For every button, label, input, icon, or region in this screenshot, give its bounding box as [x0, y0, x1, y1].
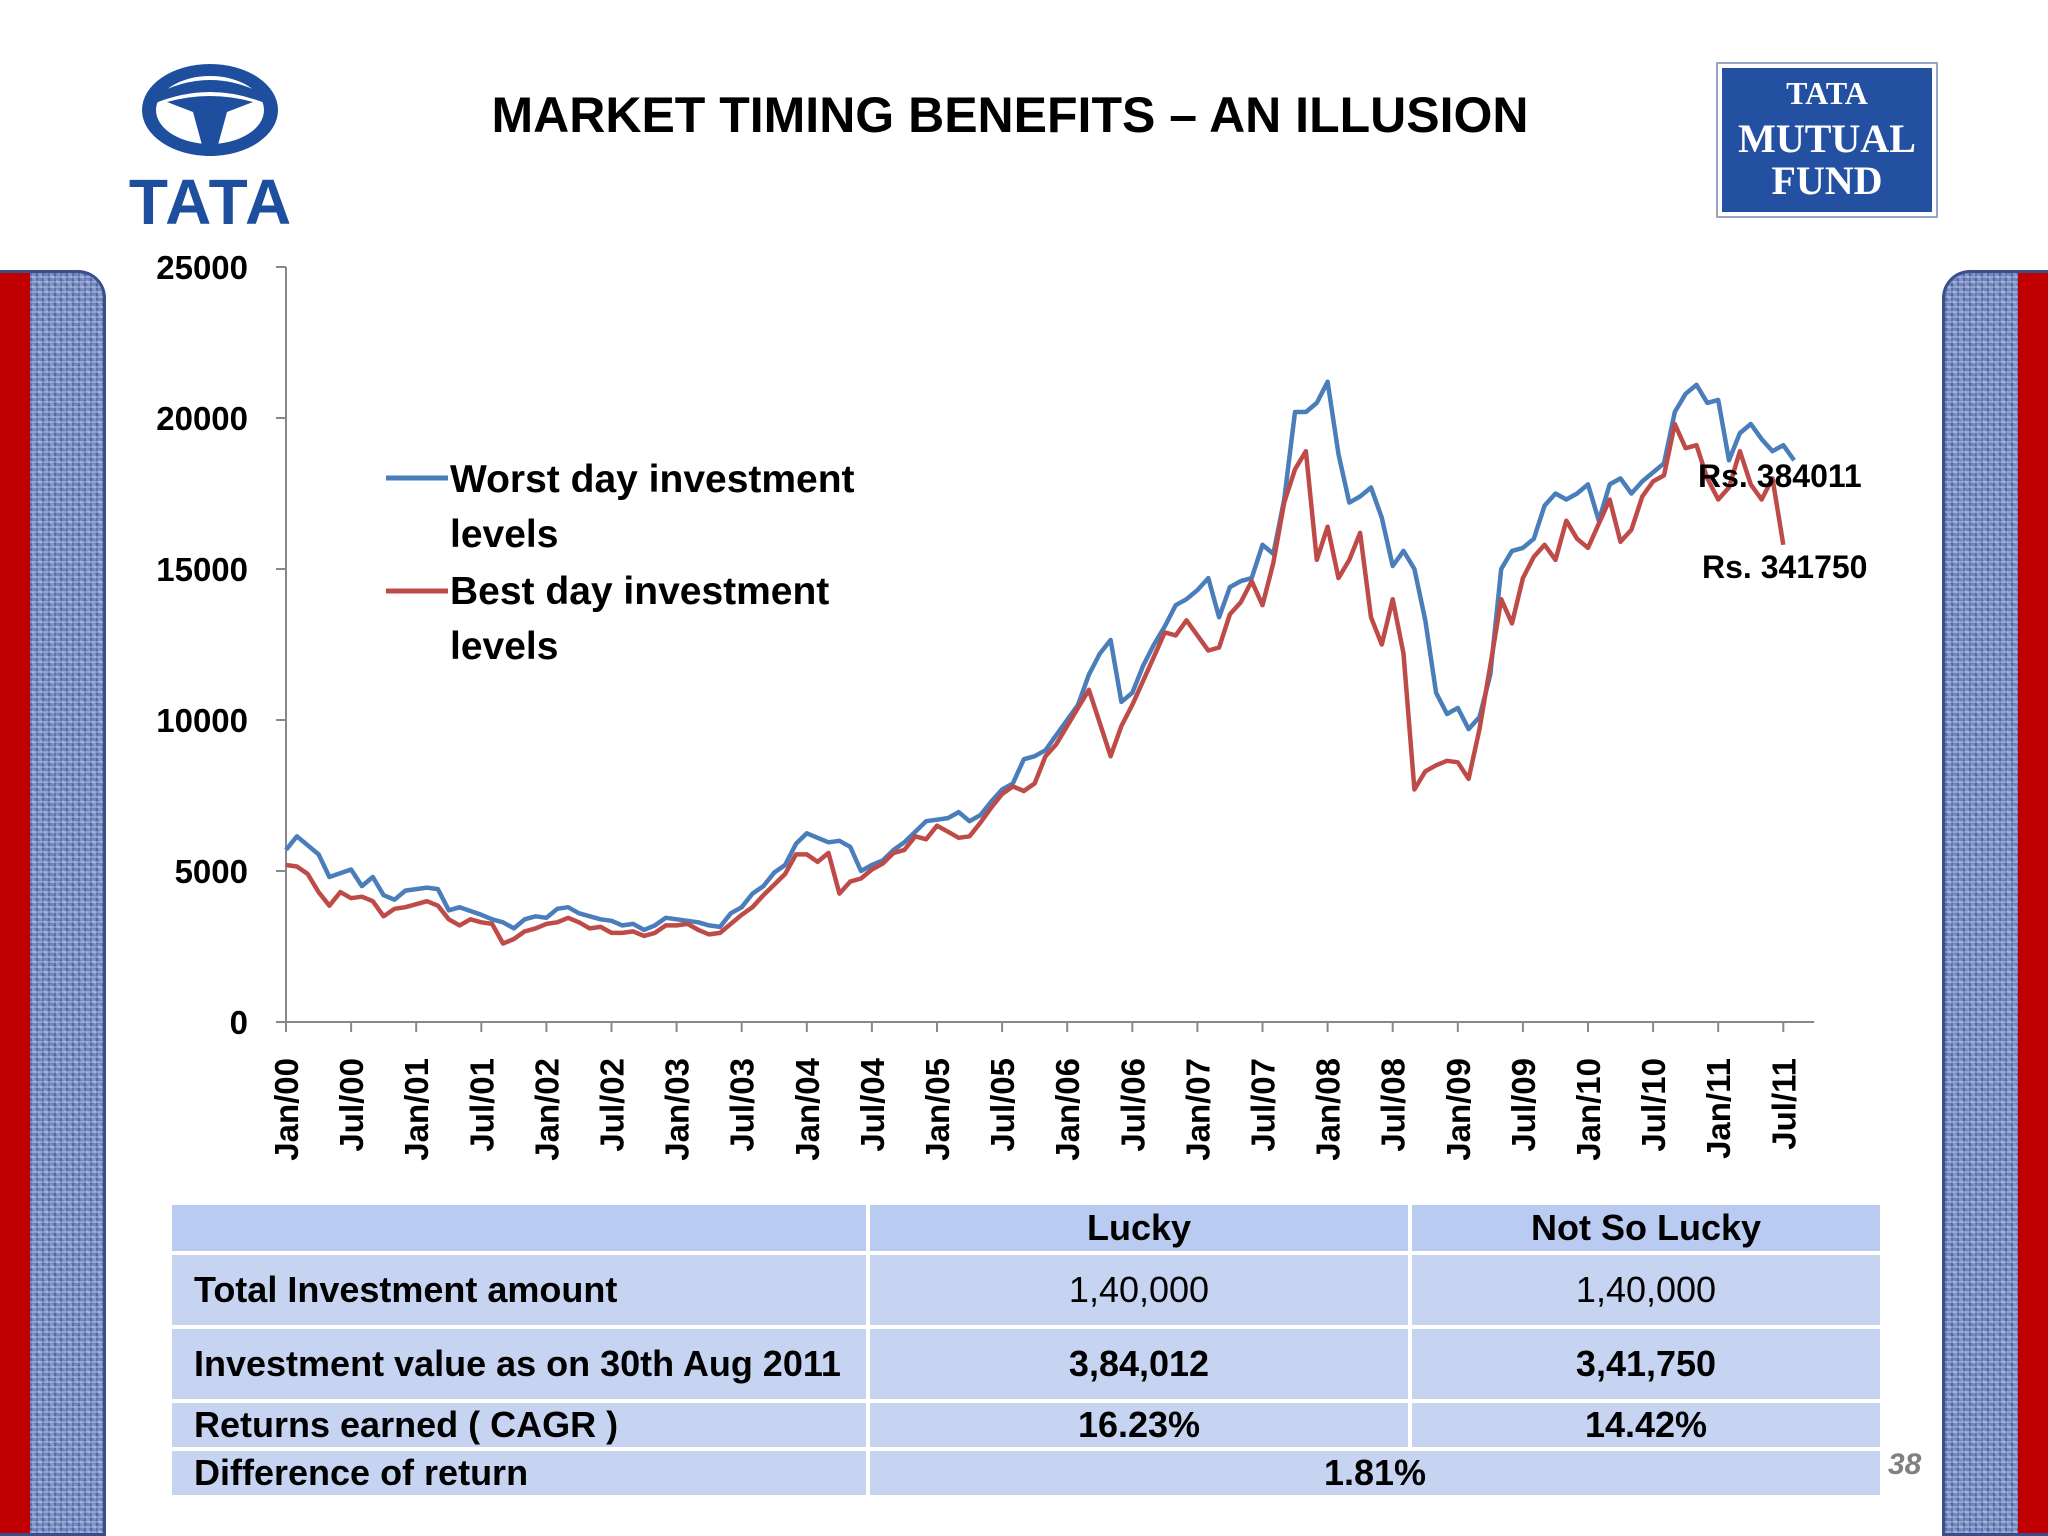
x-tick-label: Jul/02	[594, 1058, 631, 1152]
x-tick-label: Jan/00	[268, 1058, 305, 1161]
x-tick-label: Jan/08	[1310, 1058, 1347, 1161]
table-row: Investment value as on 30th Aug 2011 3,8…	[168, 1325, 1884, 1403]
x-tick-label: Jan/10	[1570, 1058, 1607, 1161]
row-label: Investment value as on 30th Aug 2011	[168, 1325, 870, 1403]
row-label: Returns earned ( CAGR )	[168, 1399, 870, 1451]
not-so-lucky-value: 14.42%	[1408, 1399, 1884, 1451]
table-row: Returns earned ( CAGR ) 16.23% 14.42%	[168, 1399, 1884, 1451]
x-tick-label: Jul/01	[463, 1058, 500, 1152]
series-line-worst-day	[284, 379, 1796, 933]
x-tick-label: Jan/11	[1700, 1058, 1737, 1159]
table-header-not-so-lucky: Not So Lucky	[1408, 1201, 1884, 1255]
legend-label-best-line1: Best day investment	[450, 570, 829, 613]
y-tick-label: 25000	[156, 249, 248, 286]
legend-label-best-line2: levels	[450, 625, 558, 668]
left-decorative-strip	[0, 270, 106, 1536]
not-so-lucky-value: 1,40,000	[1408, 1251, 1884, 1329]
x-tick-label: Jan/06	[1049, 1058, 1086, 1161]
series-line-best-day	[285, 421, 1786, 946]
annotation-worst-value: Rs. 384011	[1698, 458, 1862, 494]
right-red-bar	[2018, 273, 2048, 1533]
svg-text:FUND: FUND	[1771, 158, 1882, 203]
lucky-value: 16.23%	[866, 1399, 1412, 1451]
y-tick-label: 20000	[156, 400, 248, 437]
x-tick-label: Jan/07	[1179, 1058, 1216, 1161]
x-tick-label: Jul/10	[1635, 1058, 1672, 1152]
lucky-value: 1,40,000	[866, 1251, 1412, 1329]
slide-title: MARKET TIMING BENEFITS – AN ILLUSION	[491, 87, 1529, 143]
y-tick-label: 5000	[175, 853, 248, 890]
x-tick-label: Jan/01	[398, 1058, 435, 1161]
svg-text:TATA: TATA	[129, 166, 293, 232]
x-tick-label: Jul/06	[1114, 1058, 1151, 1152]
x-tick-label: Jul/07	[1245, 1058, 1282, 1152]
x-tick-label: Jul/08	[1375, 1058, 1412, 1152]
table-row: Total Investment amount 1,40,000 1,40,00…	[168, 1251, 1884, 1329]
x-tick-label: Jan/03	[659, 1058, 696, 1161]
legend-label-worst-line1: Worst day investment	[450, 458, 855, 501]
x-axis: Jan/00 Jul/00 Jan/01 Jul/01 Jan/02 Jul/02 Jan/…	[268, 1021, 1815, 1161]
legend-label-worst-line2: levels	[450, 513, 558, 556]
results-table: Lucky Not So Lucky Total Investment amou…	[168, 1201, 1884, 1499]
y-axis: 0 5000 10000 15000 20000 25000	[156, 249, 287, 1041]
difference-value: 1.81%	[866, 1447, 1884, 1499]
page-number: 38	[1888, 1448, 1922, 1481]
table-header-lucky: Lucky	[866, 1201, 1412, 1255]
row-label: Total Investment amount	[168, 1251, 870, 1329]
tata-logo: TATA	[129, 64, 293, 232]
right-decorative-strip	[1942, 270, 2048, 1536]
x-tick-label: Jan/02	[528, 1058, 565, 1161]
table-row: Difference of return 1.81%	[168, 1447, 1884, 1499]
svg-text:MUTUAL: MUTUAL	[1738, 116, 1916, 161]
svg-text:TATA: TATA	[1786, 75, 1868, 111]
x-tick-label: Jul/05	[984, 1058, 1021, 1152]
not-so-lucky-value: 3,41,750	[1408, 1325, 1884, 1403]
lucky-value: 3,84,012	[866, 1325, 1412, 1403]
x-tick-label: Jul/11	[1765, 1058, 1802, 1150]
x-tick-label: Jan/04	[789, 1057, 826, 1160]
table-header-row: Lucky Not So Lucky	[168, 1201, 1884, 1255]
annotation-best-value: Rs. 341750	[1702, 549, 1867, 585]
left-red-bar	[0, 273, 30, 1533]
x-tick-label: Jul/04	[854, 1057, 891, 1151]
table-header-blank	[168, 1201, 870, 1255]
row-label: Difference of return	[168, 1447, 870, 1499]
x-tick-label: Jul/03	[724, 1058, 761, 1152]
y-tick-label: 10000	[156, 702, 248, 739]
x-tick-label: Jul/09	[1505, 1058, 1542, 1152]
x-tick-label: Jan/09	[1440, 1058, 1477, 1161]
y-tick-label: 0	[230, 1004, 248, 1041]
x-tick-label: Jul/00	[333, 1058, 370, 1152]
tata-mutual-fund-logo: TATA MUTUAL FUND	[1716, 62, 1938, 218]
x-tick-label: Jan/05	[919, 1058, 956, 1161]
y-tick-label: 15000	[156, 551, 248, 588]
legend: Worst day investment levels Best day inv…	[386, 458, 855, 668]
series-lines	[284, 379, 1796, 946]
